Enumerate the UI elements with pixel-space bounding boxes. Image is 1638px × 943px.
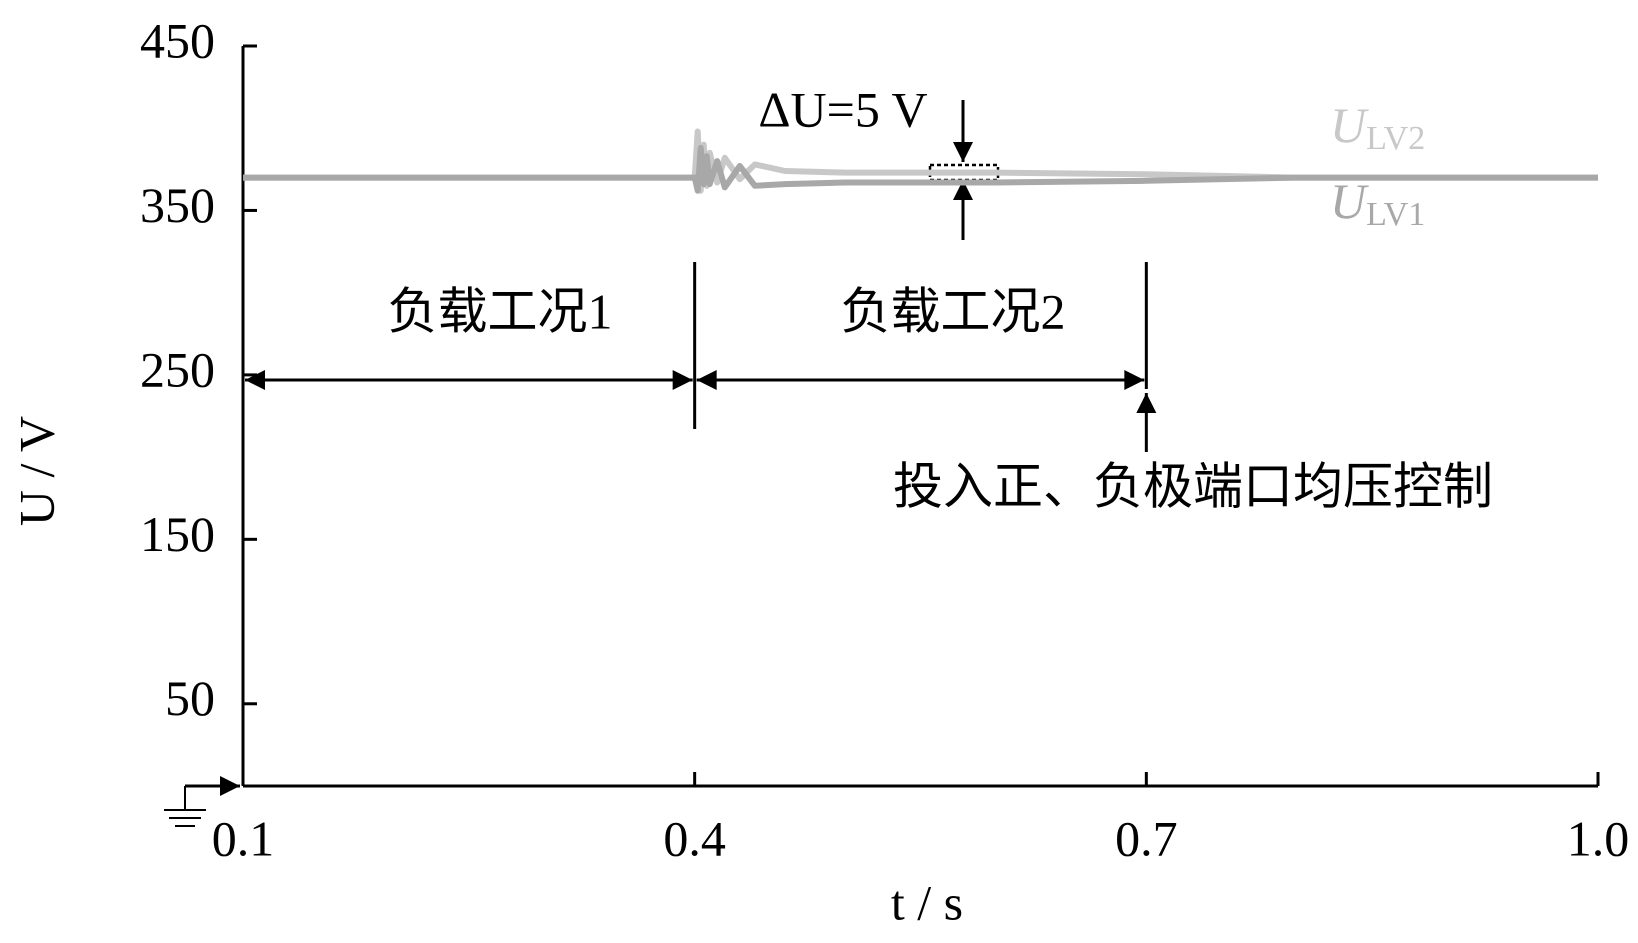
x-axis-title: t / s (891, 874, 963, 930)
delta-marker (928, 100, 1000, 240)
y-tick-label: 50 (165, 670, 215, 726)
x-tick-label: 0.7 (1115, 810, 1178, 866)
legend-label: ULV2 (1330, 97, 1425, 156)
annotation: ΔU=5 V (758, 81, 927, 137)
y-tick-label: 450 (140, 12, 215, 68)
annotation: 投入正、负极端口均压控制 (893, 458, 1493, 514)
series-line (243, 145, 1598, 194)
annotation: 负载工况2 (841, 283, 1066, 339)
y-tick-label: 150 (140, 506, 215, 562)
y-tick-label: 350 (140, 177, 215, 233)
x-tick-label: 0.1 (212, 810, 275, 866)
annotation: 负载工况1 (388, 283, 613, 339)
y-axis-title: U / V (8, 416, 64, 526)
ground-symbol (164, 776, 240, 827)
y-tick-label: 250 (140, 341, 215, 397)
legend-label: ULV1 (1330, 173, 1425, 232)
x-tick-label: 1.0 (1567, 810, 1630, 866)
x-tick-label: 0.4 (663, 810, 726, 866)
